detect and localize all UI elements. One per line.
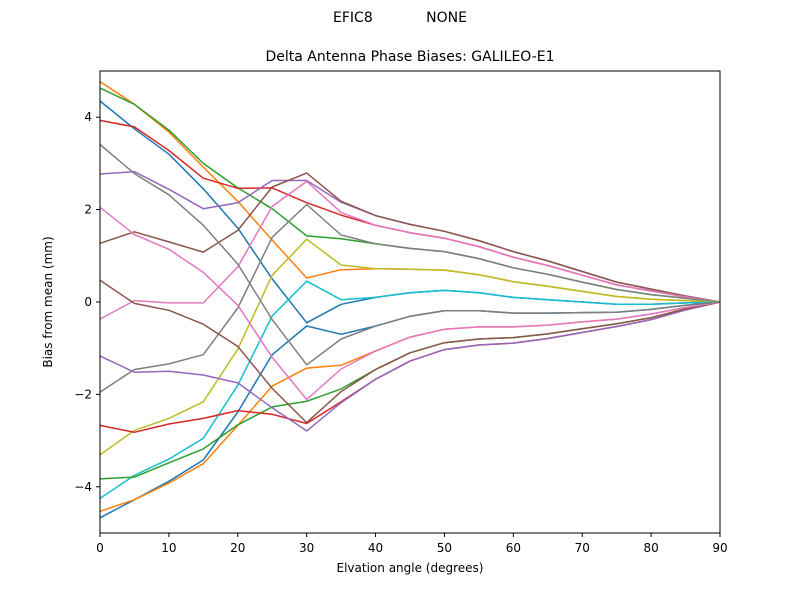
series-line <box>99 301 721 432</box>
y-tick-label: 2 <box>84 203 92 217</box>
x-tick-label: 70 <box>575 541 590 555</box>
x-axis-label: Elvation angle (degrees) <box>336 561 484 575</box>
x-tick-label: 20 <box>230 541 245 555</box>
series-line <box>99 206 721 401</box>
x-tick-label: 40 <box>368 541 383 555</box>
series-line <box>99 119 721 303</box>
y-tick-label: −2 <box>74 387 92 401</box>
series-line <box>99 170 721 303</box>
axes-frame <box>99 70 721 534</box>
data-series-lines <box>99 80 721 519</box>
x-tick-label: 10 <box>161 541 176 555</box>
series-line <box>99 301 721 519</box>
series-line <box>99 203 721 393</box>
series-line <box>99 280 721 500</box>
x-tick-label: 0 <box>96 541 104 555</box>
series-line <box>99 238 721 456</box>
y-axis-ticks: −4 −2 0 2 4 <box>74 110 100 494</box>
series-line <box>99 279 721 424</box>
y-tick-label: 0 <box>84 295 92 309</box>
x-tick-label: 30 <box>299 541 314 555</box>
series-line <box>99 172 721 303</box>
series-line <box>99 180 721 320</box>
chart-title: Delta Antenna Phase Biases: GALILEO-E1 <box>265 49 555 65</box>
x-tick-label: 60 <box>506 541 521 555</box>
x-tick-label: 50 <box>437 541 452 555</box>
y-tick-label: −4 <box>74 480 92 494</box>
y-tick-label: 4 <box>84 110 92 124</box>
series-line <box>99 100 721 324</box>
x-tick-label: 90 <box>712 541 727 555</box>
series-line <box>99 143 721 366</box>
series-line <box>99 301 721 480</box>
figure-suptitle: EFIC8 NONE <box>333 10 467 26</box>
x-tick-label: 80 <box>643 541 658 555</box>
x-axis-ticks: 0 10 20 30 40 50 60 70 80 90 <box>96 533 728 555</box>
